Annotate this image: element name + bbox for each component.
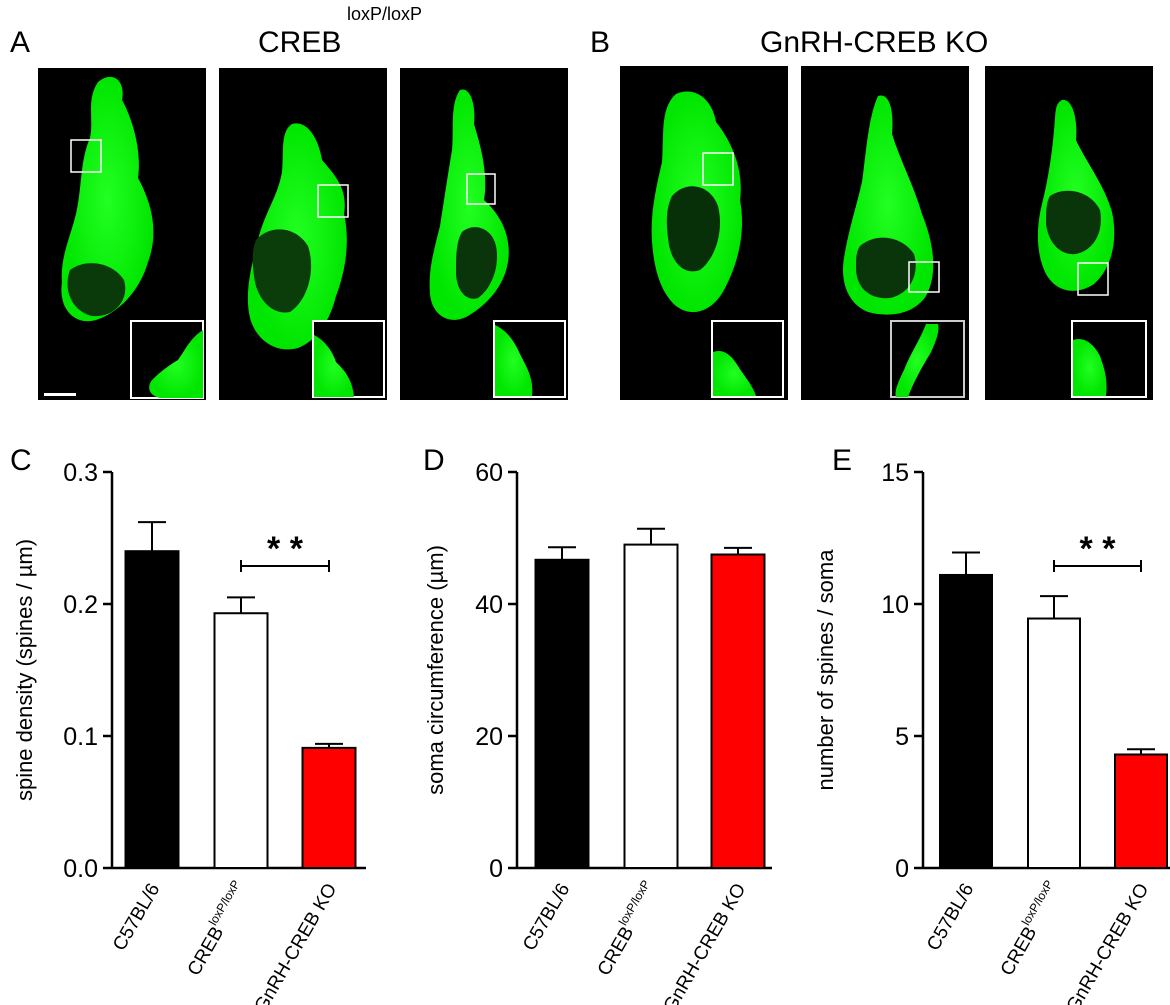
bar [301,746,357,870]
x-tick-label-superscript: loxP/loxP [1019,878,1056,928]
x-tick-label-text: CREB [594,923,639,979]
panel-a-title: CREB [258,26,341,59]
y-tick-label: 15 [881,459,909,487]
bar [1114,753,1168,869]
x-tick-label: CREBloxP/loxP [992,878,1066,980]
panel-letter-b: B [590,26,610,59]
bar [939,573,993,870]
panel-letter-d: D [423,444,445,477]
y-tick-label: 60 [475,459,503,487]
panel-a-title-superscript: loxP/loxP [347,4,422,24]
chart-spine-density: spine density (spines / µm) 0.0 0.1 0.2 0.3… [12,459,366,1005]
bar [1027,617,1081,870]
significance-label: * * [267,530,304,568]
y-tick-label: 0 [895,855,909,883]
micrograph-a2 [219,68,387,400]
y-axis-label: number of spines / soma [813,549,838,791]
x-tick-label-text: C57BL/6 [519,880,574,955]
x-tick-label-text: CREB [184,923,229,979]
x-tick-label: GnRH-CREB KO [1063,880,1154,1005]
x-tick-label: C57BL/6 [109,880,164,955]
micrograph-b1 [620,66,788,400]
x-tick-label-text: GnRH-CREB KO [1063,880,1154,1005]
y-axis-label: soma circumference (µm) [423,545,448,795]
y-axis-label: spine density (spines / µm) [12,539,37,801]
x-tick-label: CREBloxP/loxP [589,878,663,980]
micrograph-a3 [400,68,568,400]
scale-bar [44,393,76,396]
chart-spines-per-soma: number of spines / soma 0 5 10 15 C57BL/6 CRE… [813,459,1170,1005]
panel-letter-c: C [10,444,32,477]
y-tick-label: 0.1 [63,723,98,751]
x-tick-label: GnRH-CREB KO [251,880,342,1005]
panel-letter-a: A [10,26,30,59]
x-tick-label: C57BL/6 [923,880,978,955]
bar [124,550,180,869]
x-tick-label-superscript: loxP/loxP [616,878,653,928]
panel-letter-e: E [832,444,852,477]
bar [623,543,679,869]
micrograph-a1 [38,68,206,400]
y-tick-label: 0.3 [63,459,98,487]
panel-b-title: GnRH-CREB KO [760,26,988,59]
x-tick-label-text: CREB [997,923,1042,979]
chart-soma-circumference: soma circumference (µm) 0 20 40 60 C57BL/6 CR… [423,459,772,1005]
bar [534,558,590,870]
significance-label: * * [1080,530,1117,568]
micrograph-b2 [801,66,969,400]
x-tick-label: GnRH-CREB KO [660,880,751,1005]
y-tick-label: 20 [475,723,503,751]
bar [710,553,766,869]
y-tick-label: 0 [489,855,503,883]
x-tick-label-text: C57BL/6 [923,880,978,955]
x-tick-label: CREBloxP/loxP [179,878,253,980]
x-tick-label-superscript: loxP/loxP [206,878,243,928]
y-tick-label: 10 [881,591,909,619]
y-tick-label: 40 [475,591,503,619]
x-tick-label-text: GnRH-CREB KO [660,880,751,1005]
x-tick-label: C57BL/6 [519,880,574,955]
x-tick-label-text: C57BL/6 [109,880,164,955]
y-tick-label: 0.2 [63,591,98,619]
y-tick-label: 5 [895,723,909,751]
y-tick-label: 0.0 [63,855,98,883]
x-tick-label-text: GnRH-CREB KO [251,880,342,1005]
bar [213,612,269,869]
micrograph-b3 [985,66,1153,400]
